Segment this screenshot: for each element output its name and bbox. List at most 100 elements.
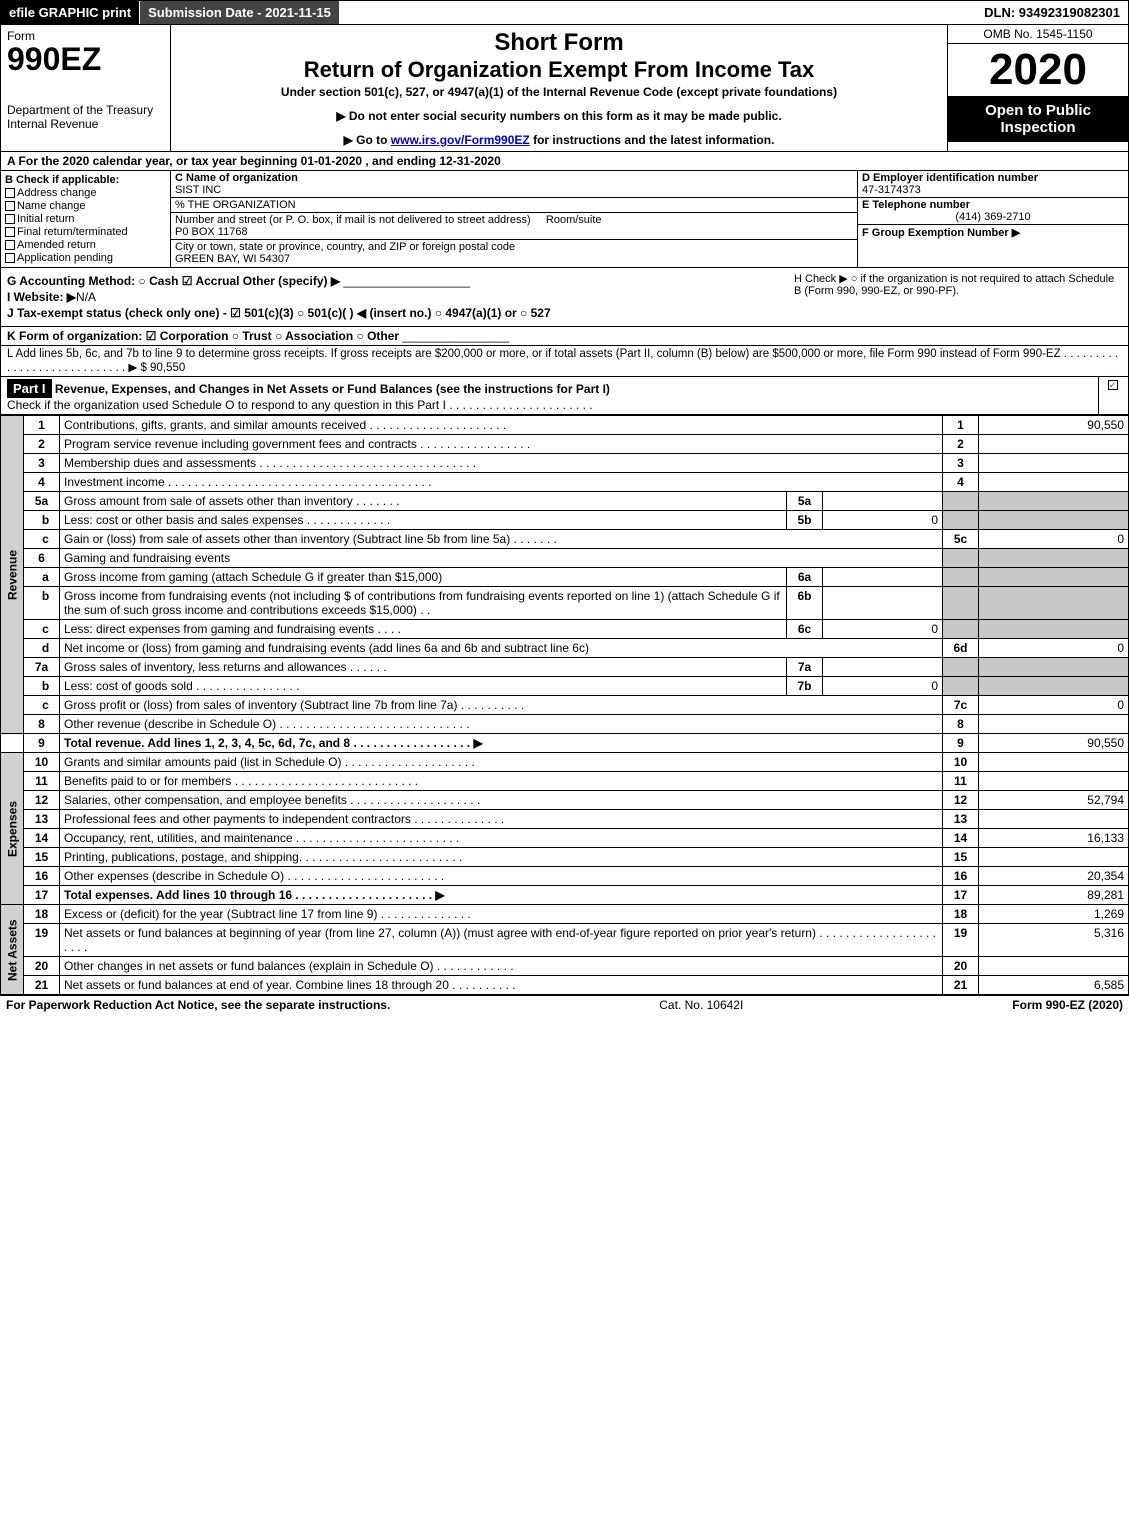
row-6b: bGross income from fundraising events (n… — [1, 587, 1129, 620]
city-row: City or town, state or province, country… — [171, 240, 857, 266]
cb-final-return[interactable]: Final return/terminated — [5, 226, 166, 238]
part1-check: Check if the organization used Schedule … — [7, 398, 593, 412]
street-value: P0 BOX 11768 — [175, 226, 248, 238]
form-header: Form 990EZ Department of the Treasury In… — [0, 25, 1129, 152]
efile-print-button[interactable]: efile GRAPHIC print — [1, 1, 140, 24]
section-k: K Form of organization: ☑ Corporation ○ … — [0, 327, 1129, 346]
goto-link-line: ▶ Go to www.irs.gov/Form990EZ for instru… — [177, 133, 941, 147]
form-number: 990EZ — [7, 43, 164, 75]
row-11: 11Benefits paid to or for members . . . … — [1, 772, 1129, 791]
row-5b: bLess: cost or other basis and sales exp… — [1, 511, 1129, 530]
main-table: Revenue 1Contributions, gifts, grants, a… — [0, 415, 1129, 995]
cb-application-pending[interactable]: Application pending — [5, 252, 166, 264]
row-19: 19Net assets or fund balances at beginni… — [1, 924, 1129, 957]
group-row: F Group Exemption Number ▶ — [858, 225, 1128, 240]
section-b: B Check if applicable: Address change Na… — [1, 171, 171, 267]
row-4: 4Investment income . . . . . . . . . . .… — [1, 473, 1129, 492]
org-name-row: C Name of organization SIST INC — [171, 171, 857, 198]
ein-row: D Employer identification number 47-3174… — [858, 171, 1128, 198]
cb-address-change[interactable]: Address change — [5, 187, 166, 199]
department-label: Department of the Treasury Internal Reve… — [7, 103, 164, 131]
goto-post: for instructions and the latest informat… — [530, 133, 775, 147]
row-18: Net Assets 18Excess or (deficit) for the… — [1, 905, 1129, 924]
row-5a: 5aGross amount from sale of assets other… — [1, 492, 1129, 511]
part1-label: Part I — [7, 379, 52, 398]
row-15: 15Printing, publications, postage, and s… — [1, 848, 1129, 867]
city-value: GREEN BAY, WI 54307 — [175, 253, 290, 265]
info-section: B Check if applicable: Address change Na… — [0, 171, 1129, 268]
irs-link[interactable]: www.irs.gov/Form990EZ — [391, 133, 530, 147]
group-label: F Group Exemption Number ▶ — [862, 227, 1020, 239]
org-name-label: C Name of organization — [175, 172, 298, 184]
main-title: Return of Organization Exempt From Incom… — [177, 57, 941, 83]
revenue-sidelabel: Revenue — [1, 416, 24, 734]
website-line: I Website: ▶N/A — [7, 290, 782, 304]
cb-initial-return[interactable]: Initial return — [5, 213, 166, 225]
row-17: 17Total expenses. Add lines 10 through 1… — [1, 886, 1129, 905]
expenses-sidelabel: Expenses — [1, 753, 24, 905]
tax-year: 2020 — [948, 44, 1128, 96]
section-b-label: B Check if applicable: — [5, 174, 166, 186]
cb-amended-return[interactable]: Amended return — [5, 239, 166, 251]
row-10: Expenses 10Grants and similar amounts pa… — [1, 753, 1129, 772]
tax-exempt-status: J Tax-exempt status (check only one) - ☑… — [7, 306, 782, 320]
section-cd: C Name of organization SIST INC % THE OR… — [171, 171, 1128, 267]
section-c: C Name of organization SIST INC % THE OR… — [171, 171, 858, 267]
row-21: 21Net assets or fund balances at end of … — [1, 976, 1129, 995]
row-6c: cLess: direct expenses from gaming and f… — [1, 620, 1129, 639]
footer-catno: Cat. No. 10642I — [390, 998, 1012, 1012]
header-center: Short Form Return of Organization Exempt… — [171, 25, 948, 151]
street-label: Number and street (or P. O. box, if mail… — [175, 214, 531, 226]
submission-date-button[interactable]: Submission Date - 2021-11-15 — [140, 1, 340, 24]
room-label: Room/suite — [546, 214, 602, 226]
part1-checkbox[interactable]: ✓ — [1098, 377, 1128, 414]
topbar-spacer — [340, 1, 976, 24]
netassets-sidelabel: Net Assets — [1, 905, 24, 995]
row-9: 9Total revenue. Add lines 1, 2, 3, 4, 5c… — [1, 734, 1129, 753]
row-13: 13Professional fees and other payments t… — [1, 810, 1129, 829]
row-7c: cGross profit or (loss) from sales of in… — [1, 696, 1129, 715]
footer-right: Form 990-EZ (2020) — [1012, 998, 1123, 1012]
row-14: 14Occupancy, rent, utilities, and mainte… — [1, 829, 1129, 848]
row-3: 3Membership dues and assessments . . . .… — [1, 454, 1129, 473]
tel-row: E Telephone number (414) 369-2710 — [858, 198, 1128, 225]
part1-title: Revenue, Expenses, and Changes in Net As… — [55, 382, 610, 396]
city-label: City or town, state or province, country… — [175, 241, 515, 253]
tel-label: E Telephone number — [862, 199, 970, 211]
section-h: H Check ▶ ○ if the organization is not r… — [788, 268, 1128, 326]
section-l: L Add lines 5b, 6c, and 7b to line 9 to … — [0, 346, 1129, 377]
open-to-public: Open to Public Inspection — [948, 96, 1128, 142]
part1-header: Part I Revenue, Expenses, and Changes in… — [0, 377, 1129, 415]
l-value: $ 90,550 — [140, 362, 185, 374]
page-footer: For Paperwork Reduction Act Notice, see … — [0, 995, 1129, 1014]
org-name: SIST INC — [175, 184, 221, 196]
section-def: D Employer identification number 47-3174… — [858, 171, 1128, 267]
ein-label: D Employer identification number — [862, 172, 1038, 184]
warning-ssn: ▶ Do not enter social security numbers o… — [177, 109, 941, 123]
row-6: 6Gaming and fundraising events — [1, 549, 1129, 568]
street-row: Number and street (or P. O. box, if mail… — [171, 213, 857, 240]
footer-left: For Paperwork Reduction Act Notice, see … — [6, 998, 390, 1012]
top-bar: efile GRAPHIC print Submission Date - 20… — [0, 0, 1129, 25]
row-20: 20Other changes in net assets or fund ba… — [1, 957, 1129, 976]
row-8: 8Other revenue (describe in Schedule O) … — [1, 715, 1129, 734]
tax-period: A For the 2020 calendar year, or tax yea… — [0, 152, 1129, 171]
pct-org-row: % THE ORGANIZATION — [171, 198, 857, 213]
omb-number: OMB No. 1545-1150 — [948, 25, 1128, 44]
row-6a: aGross income from gaming (attach Schedu… — [1, 568, 1129, 587]
ghij-left: G Accounting Method: ○ Cash ☑ Accrual Ot… — [1, 268, 788, 326]
row-6d: dNet income or (loss) from gaming and fu… — [1, 639, 1129, 658]
ein-value: 47-3174373 — [862, 184, 921, 196]
row-7b: bLess: cost of goods sold . . . . . . . … — [1, 677, 1129, 696]
cb-name-change[interactable]: Name change — [5, 200, 166, 212]
row-12: 12Salaries, other compensation, and empl… — [1, 791, 1129, 810]
row-2: 2Program service revenue including gover… — [1, 435, 1129, 454]
header-left: Form 990EZ Department of the Treasury In… — [1, 25, 171, 151]
accounting-method: G Accounting Method: ○ Cash ☑ Accrual Ot… — [7, 274, 782, 288]
row-7a: 7aGross sales of inventory, less returns… — [1, 658, 1129, 677]
short-form-title: Short Form — [177, 29, 941, 57]
header-right: OMB No. 1545-1150 2020 Open to Public In… — [948, 25, 1128, 151]
row-16: 16Other expenses (describe in Schedule O… — [1, 867, 1129, 886]
under-section: Under section 501(c), 527, or 4947(a)(1)… — [177, 85, 941, 99]
dln-text: DLN: 93492319082301 — [976, 1, 1128, 24]
